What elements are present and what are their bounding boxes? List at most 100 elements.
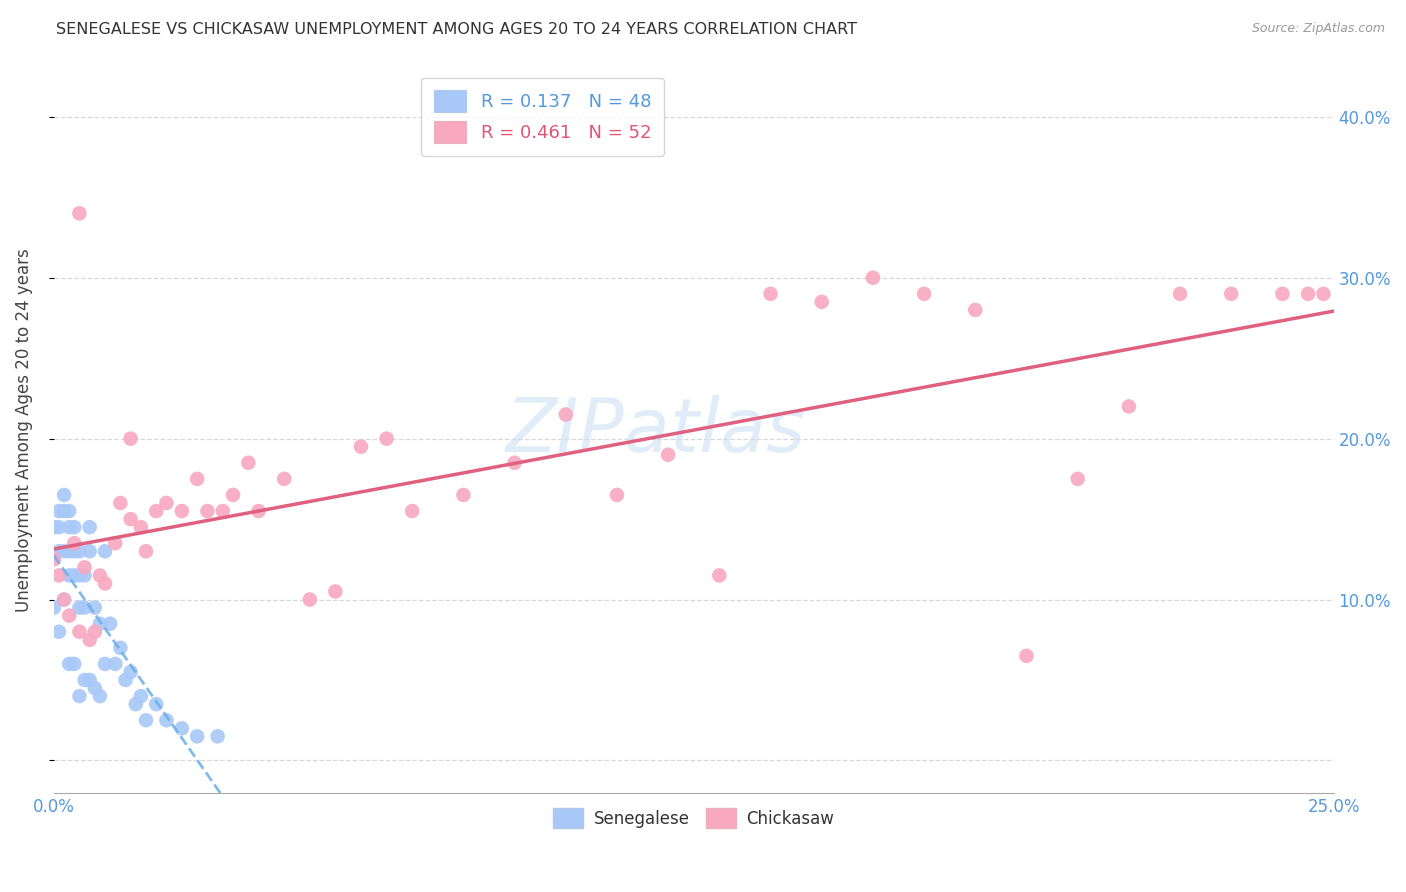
- Point: [83, 624, 105, 639]
- Point: [1168, 286, 1191, 301]
- Point: [129, 689, 152, 703]
- Point: [247, 504, 270, 518]
- Point: [48, 520, 70, 534]
- Point: [170, 721, 193, 735]
- Point: [110, 496, 132, 510]
- Point: [94, 657, 117, 671]
- Point: [110, 640, 132, 655]
- Point: [1015, 648, 1038, 663]
- Point: [58, 520, 80, 534]
- Point: [53, 488, 76, 502]
- Point: [222, 488, 245, 502]
- Point: [42, 520, 65, 534]
- Point: [83, 600, 105, 615]
- Point: [135, 544, 157, 558]
- Point: [104, 657, 127, 671]
- Point: [709, 568, 731, 582]
- Point: [48, 568, 70, 582]
- Point: [73, 568, 96, 582]
- Point: [53, 592, 76, 607]
- Point: [42, 552, 65, 566]
- Point: [58, 608, 80, 623]
- Point: [129, 520, 152, 534]
- Point: [759, 286, 782, 301]
- Point: [350, 440, 373, 454]
- Point: [170, 504, 193, 518]
- Point: [401, 504, 423, 518]
- Point: [67, 624, 90, 639]
- Point: [273, 472, 295, 486]
- Point: [58, 568, 80, 582]
- Point: [810, 294, 832, 309]
- Point: [53, 504, 76, 518]
- Point: [238, 456, 260, 470]
- Point: [83, 681, 105, 695]
- Point: [125, 697, 148, 711]
- Point: [42, 600, 65, 615]
- Point: [862, 270, 884, 285]
- Point: [606, 488, 628, 502]
- Point: [63, 536, 86, 550]
- Point: [1118, 400, 1140, 414]
- Point: [73, 673, 96, 687]
- Point: [58, 504, 80, 518]
- Point: [453, 488, 475, 502]
- Point: [1066, 472, 1088, 486]
- Point: [375, 432, 398, 446]
- Point: [155, 496, 177, 510]
- Point: [155, 713, 177, 727]
- Point: [67, 544, 90, 558]
- Y-axis label: Unemployment Among Ages 20 to 24 years: Unemployment Among Ages 20 to 24 years: [15, 249, 32, 613]
- Point: [1312, 286, 1334, 301]
- Point: [73, 600, 96, 615]
- Point: [965, 302, 987, 317]
- Point: [89, 616, 111, 631]
- Point: [58, 544, 80, 558]
- Point: [63, 657, 86, 671]
- Point: [89, 568, 111, 582]
- Text: Source: ZipAtlas.com: Source: ZipAtlas.com: [1251, 22, 1385, 36]
- Point: [67, 600, 90, 615]
- Point: [298, 592, 321, 607]
- Point: [79, 673, 101, 687]
- Point: [48, 624, 70, 639]
- Point: [67, 206, 90, 220]
- Point: [1296, 286, 1319, 301]
- Point: [89, 689, 111, 703]
- Point: [58, 657, 80, 671]
- Text: SENEGALESE VS CHICKASAW UNEMPLOYMENT AMONG AGES 20 TO 24 YEARS CORRELATION CHART: SENEGALESE VS CHICKASAW UNEMPLOYMENT AMO…: [56, 22, 858, 37]
- Point: [63, 568, 86, 582]
- Point: [48, 544, 70, 558]
- Point: [63, 520, 86, 534]
- Point: [657, 448, 679, 462]
- Point: [186, 472, 208, 486]
- Point: [197, 504, 219, 518]
- Point: [67, 689, 90, 703]
- Point: [207, 729, 229, 743]
- Point: [63, 544, 86, 558]
- Point: [79, 520, 101, 534]
- Point: [503, 456, 526, 470]
- Point: [73, 560, 96, 574]
- Point: [94, 544, 117, 558]
- Point: [67, 568, 90, 582]
- Point: [53, 592, 76, 607]
- Point: [211, 504, 233, 518]
- Point: [145, 697, 167, 711]
- Point: [145, 504, 167, 518]
- Point: [79, 544, 101, 558]
- Point: [554, 408, 576, 422]
- Point: [1271, 286, 1294, 301]
- Point: [120, 512, 142, 526]
- Point: [1220, 286, 1243, 301]
- Point: [53, 544, 76, 558]
- Point: [325, 584, 347, 599]
- Legend: Senegalese, Chickasaw: Senegalese, Chickasaw: [547, 801, 841, 835]
- Point: [104, 536, 127, 550]
- Point: [79, 632, 101, 647]
- Point: [114, 673, 136, 687]
- Point: [135, 713, 157, 727]
- Point: [120, 432, 142, 446]
- Text: ZIPatlas: ZIPatlas: [505, 394, 806, 467]
- Point: [98, 616, 121, 631]
